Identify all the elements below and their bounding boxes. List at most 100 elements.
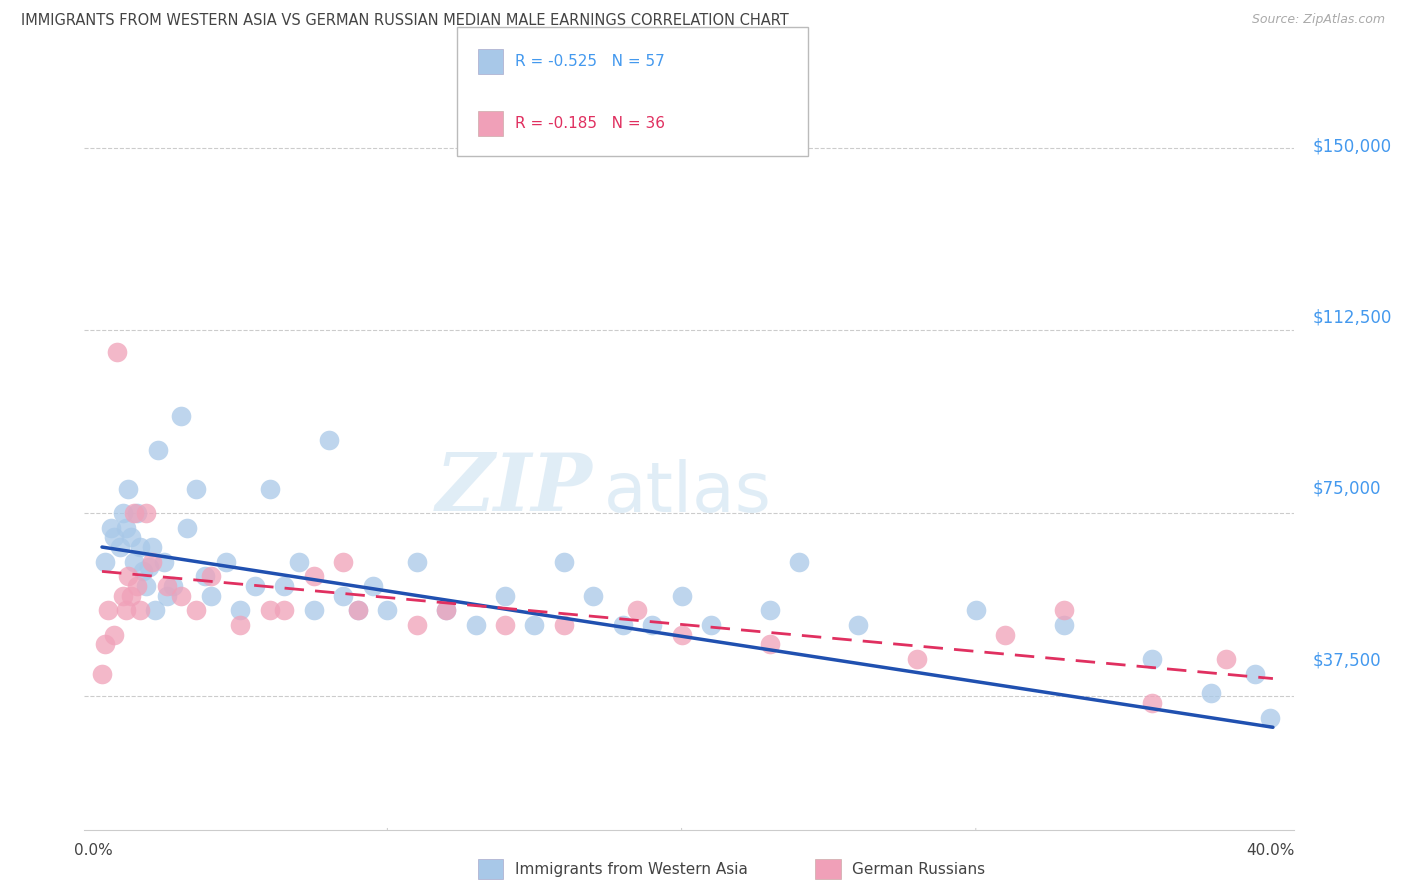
Text: Immigrants from Western Asia: Immigrants from Western Asia bbox=[515, 863, 748, 877]
Point bbox=[434, 603, 457, 617]
Point bbox=[318, 433, 340, 447]
Point bbox=[135, 579, 157, 593]
Point bbox=[302, 603, 325, 617]
Point bbox=[129, 603, 152, 617]
Point bbox=[127, 579, 149, 593]
Point bbox=[405, 555, 427, 569]
Point bbox=[553, 618, 575, 632]
Text: ZIP: ZIP bbox=[436, 450, 592, 528]
Point bbox=[759, 637, 782, 651]
Point bbox=[146, 442, 169, 457]
Point bbox=[100, 520, 122, 534]
Point bbox=[120, 530, 142, 544]
Point bbox=[612, 618, 634, 632]
Point bbox=[176, 520, 198, 534]
Point bbox=[905, 652, 928, 666]
Point bbox=[1215, 652, 1237, 666]
Point bbox=[377, 603, 399, 617]
Point bbox=[108, 540, 131, 554]
Point bbox=[152, 555, 174, 569]
Point bbox=[214, 555, 236, 569]
Text: IMMIGRANTS FROM WESTERN ASIA VS GERMAN RUSSIAN MEDIAN MALE EARNINGS CORRELATION : IMMIGRANTS FROM WESTERN ASIA VS GERMAN R… bbox=[21, 13, 789, 29]
Point bbox=[671, 628, 693, 642]
Point bbox=[288, 555, 311, 569]
Point bbox=[332, 555, 354, 569]
Point bbox=[143, 603, 166, 617]
Point bbox=[117, 482, 139, 496]
Point bbox=[641, 618, 664, 632]
Point bbox=[332, 589, 354, 603]
Point bbox=[114, 603, 136, 617]
Point bbox=[405, 618, 427, 632]
Point bbox=[91, 666, 114, 681]
Point bbox=[273, 579, 295, 593]
Text: German Russians: German Russians bbox=[852, 863, 986, 877]
Point bbox=[1258, 710, 1281, 724]
Point bbox=[132, 565, 155, 579]
Point bbox=[111, 506, 134, 520]
Y-axis label: Median Male Earnings: Median Male Earnings bbox=[0, 383, 7, 536]
Point bbox=[105, 345, 128, 359]
Point bbox=[700, 618, 723, 632]
Point bbox=[347, 603, 370, 617]
Point bbox=[523, 618, 546, 632]
Point bbox=[582, 589, 605, 603]
Point bbox=[129, 540, 152, 554]
Point bbox=[243, 579, 266, 593]
Point bbox=[347, 603, 370, 617]
Point bbox=[626, 603, 648, 617]
Point bbox=[170, 409, 193, 423]
Point bbox=[846, 618, 869, 632]
Point bbox=[759, 603, 782, 617]
Point bbox=[194, 569, 217, 583]
Point bbox=[141, 555, 163, 569]
Point bbox=[229, 618, 252, 632]
Point bbox=[494, 589, 516, 603]
Point bbox=[170, 589, 193, 603]
Point bbox=[1142, 652, 1164, 666]
Text: R = -0.185   N = 36: R = -0.185 N = 36 bbox=[515, 116, 665, 130]
Point bbox=[494, 618, 516, 632]
Point bbox=[97, 603, 120, 617]
Point bbox=[302, 569, 325, 583]
Text: atlas: atlas bbox=[605, 459, 772, 526]
Point bbox=[1244, 666, 1267, 681]
Point bbox=[103, 628, 125, 642]
Point bbox=[141, 540, 163, 554]
Point bbox=[671, 589, 693, 603]
Point bbox=[1053, 618, 1076, 632]
Text: Source: ZipAtlas.com: Source: ZipAtlas.com bbox=[1251, 13, 1385, 27]
Point bbox=[156, 589, 179, 603]
Point bbox=[120, 589, 142, 603]
Point bbox=[94, 555, 117, 569]
Point bbox=[156, 579, 179, 593]
Point bbox=[200, 589, 222, 603]
Point bbox=[103, 530, 125, 544]
Text: R = -0.525   N = 57: R = -0.525 N = 57 bbox=[515, 54, 665, 69]
Point bbox=[127, 506, 149, 520]
Point bbox=[965, 603, 987, 617]
Point bbox=[124, 506, 146, 520]
Point bbox=[259, 482, 281, 496]
Point bbox=[1053, 603, 1076, 617]
Point bbox=[162, 579, 184, 593]
Point bbox=[1142, 696, 1164, 710]
Point bbox=[994, 628, 1017, 642]
Point bbox=[434, 603, 457, 617]
Point bbox=[114, 520, 136, 534]
Point bbox=[787, 555, 810, 569]
Point bbox=[200, 569, 222, 583]
Point bbox=[464, 618, 486, 632]
Point bbox=[186, 482, 208, 496]
Point bbox=[361, 579, 384, 593]
Point bbox=[135, 506, 157, 520]
Point bbox=[186, 603, 208, 617]
Point bbox=[94, 637, 117, 651]
Point bbox=[138, 559, 160, 574]
Point bbox=[111, 589, 134, 603]
Point bbox=[124, 555, 146, 569]
Point bbox=[273, 603, 295, 617]
Point bbox=[117, 569, 139, 583]
Point bbox=[259, 603, 281, 617]
Point bbox=[229, 603, 252, 617]
